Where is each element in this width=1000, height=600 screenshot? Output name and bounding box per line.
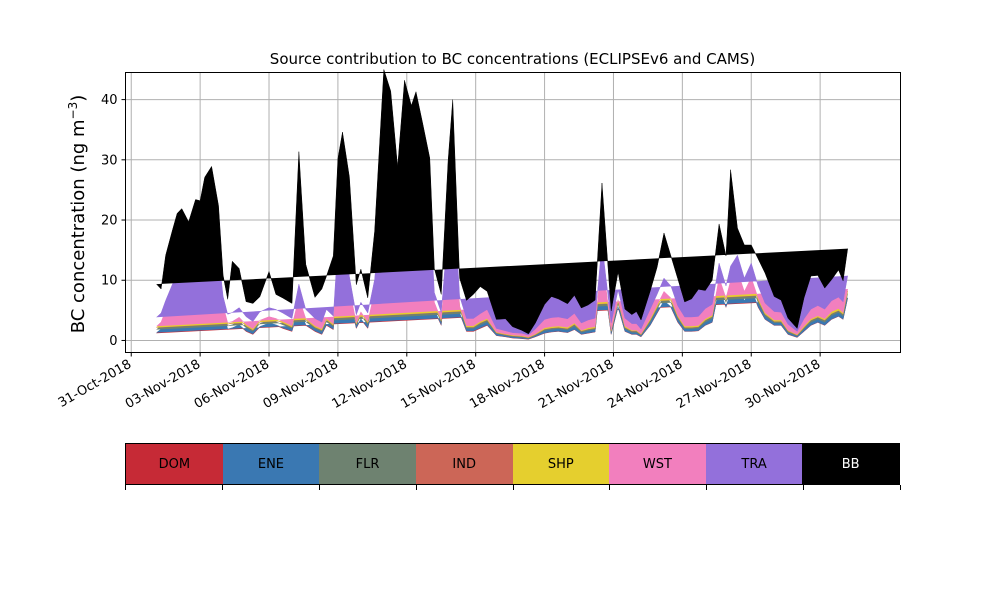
y-axis: 0 10 20 30 40 [101,93,126,349]
x-tick-label: 09-Nov-2018 [261,357,341,412]
x-tick-label: 27-Nov-2018 [674,357,754,412]
legend-tick [609,485,611,490]
x-tick-label: 18-Nov-2018 [467,357,547,412]
stacked-areas [156,69,848,340]
legend-item-wst: WST [609,444,706,484]
x-tick-label: 21-Nov-2018 [536,357,616,412]
x-tick-label: 31-Oct-2018 [56,357,134,411]
area-tra [156,168,848,336]
legend-item-shp: SHP [512,444,610,484]
legend-tick [706,485,708,490]
legend-colorbar: DOM ENE FLR IND SHP WST TRA BB [125,443,900,485]
x-tick-label: 15-Nov-2018 [398,357,478,412]
x-axis: 31-Oct-201803-Nov-201806-Nov-201809-Nov-… [56,352,823,412]
x-tick-label: 30-Nov-2018 [743,357,823,412]
legend-item-dom: DOM [126,444,223,484]
y-tick-label: 40 [101,93,118,108]
legend-ticks [125,485,901,491]
legend-tick [415,485,417,490]
y-tick-label: 20 [101,214,118,229]
area-wst [156,185,848,338]
legend-item-ene: ENE [222,444,320,484]
plot-frame [125,72,901,353]
legend-tick [318,485,320,490]
legend-tick [900,485,901,490]
chart-title: Source contribution to BC concentrations… [270,50,755,68]
x-tick-label: 06-Nov-2018 [192,357,272,412]
y-tick-label: 0 [109,334,117,349]
legend-item-bb: BB [802,444,899,484]
y-tick-label: 30 [101,153,118,168]
legend-item-flr: FLR [319,444,416,484]
y-axis-label: BC concentration (ng m−3) [66,95,89,334]
legend-item-ind: IND [415,444,513,484]
x-tick-label: 12-Nov-2018 [330,357,410,412]
x-tick-label: 24-Nov-2018 [605,357,685,412]
legend-tick [803,485,805,490]
legend-tick [125,485,126,490]
legend-tick [512,485,514,490]
y-tick-label: 10 [101,274,118,289]
legend-tick [221,485,223,490]
x-tick-label: 03-Nov-2018 [123,357,203,412]
legend-item-tra: TRA [705,444,803,484]
area-bb [156,69,848,335]
